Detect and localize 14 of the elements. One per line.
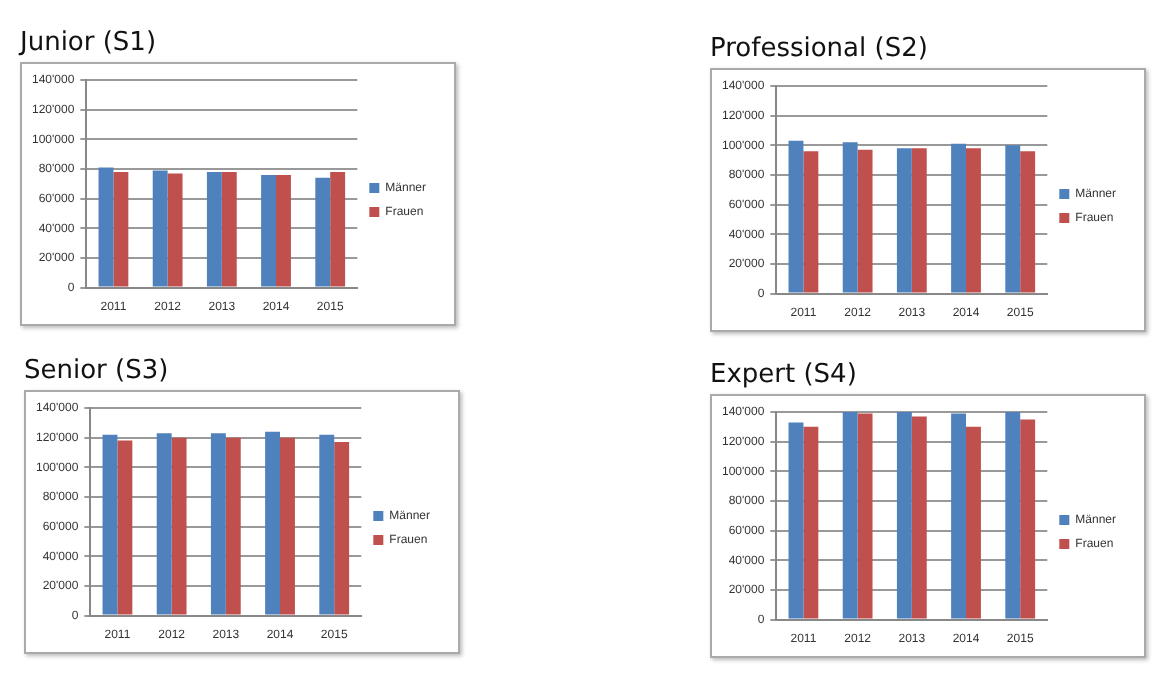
bar	[857, 413, 873, 619]
bar	[896, 412, 912, 619]
bar	[951, 413, 967, 619]
bar	[803, 426, 819, 619]
chart-title: Expert (S4)	[710, 360, 859, 394]
chart-title: Junior (S1)	[20, 28, 159, 62]
bar	[842, 412, 858, 619]
bar	[788, 422, 804, 619]
bar	[1005, 412, 1021, 619]
bar	[966, 426, 981, 619]
bar	[1020, 419, 1036, 619]
chart-title: Senior (S3)	[24, 356, 171, 390]
bar	[911, 416, 927, 619]
chart-title: Professional (S2)	[710, 34, 930, 68]
